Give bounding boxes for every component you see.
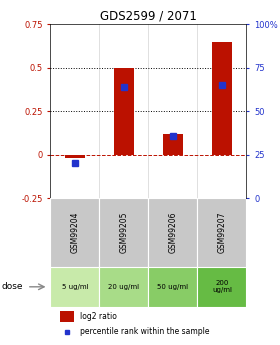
- Bar: [197, 198, 246, 267]
- Text: GSM99207: GSM99207: [217, 212, 227, 253]
- Bar: [99, 267, 148, 307]
- Bar: [65, 155, 85, 158]
- Text: GSM99204: GSM99204: [70, 212, 80, 253]
- Bar: [50, 267, 99, 307]
- Text: 20 ug/ml: 20 ug/ml: [108, 284, 139, 290]
- Bar: [212, 41, 232, 155]
- Bar: [60, 311, 74, 322]
- Bar: [50, 198, 99, 267]
- Bar: [148, 198, 197, 267]
- Text: 50 ug/ml: 50 ug/ml: [157, 284, 188, 290]
- Bar: [163, 134, 183, 155]
- Text: GSM99205: GSM99205: [119, 212, 129, 253]
- Text: dose: dose: [1, 282, 23, 291]
- Title: GDS2599 / 2071: GDS2599 / 2071: [100, 10, 197, 23]
- Text: 200
ug/ml: 200 ug/ml: [212, 280, 232, 293]
- Text: percentile rank within the sample: percentile rank within the sample: [80, 327, 209, 336]
- Text: 5 ug/ml: 5 ug/ml: [62, 284, 88, 290]
- Bar: [148, 267, 197, 307]
- Text: GSM99206: GSM99206: [168, 212, 178, 253]
- Bar: [99, 198, 148, 267]
- Bar: [197, 267, 246, 307]
- Bar: [114, 68, 134, 155]
- Text: log2 ratio: log2 ratio: [80, 312, 117, 321]
